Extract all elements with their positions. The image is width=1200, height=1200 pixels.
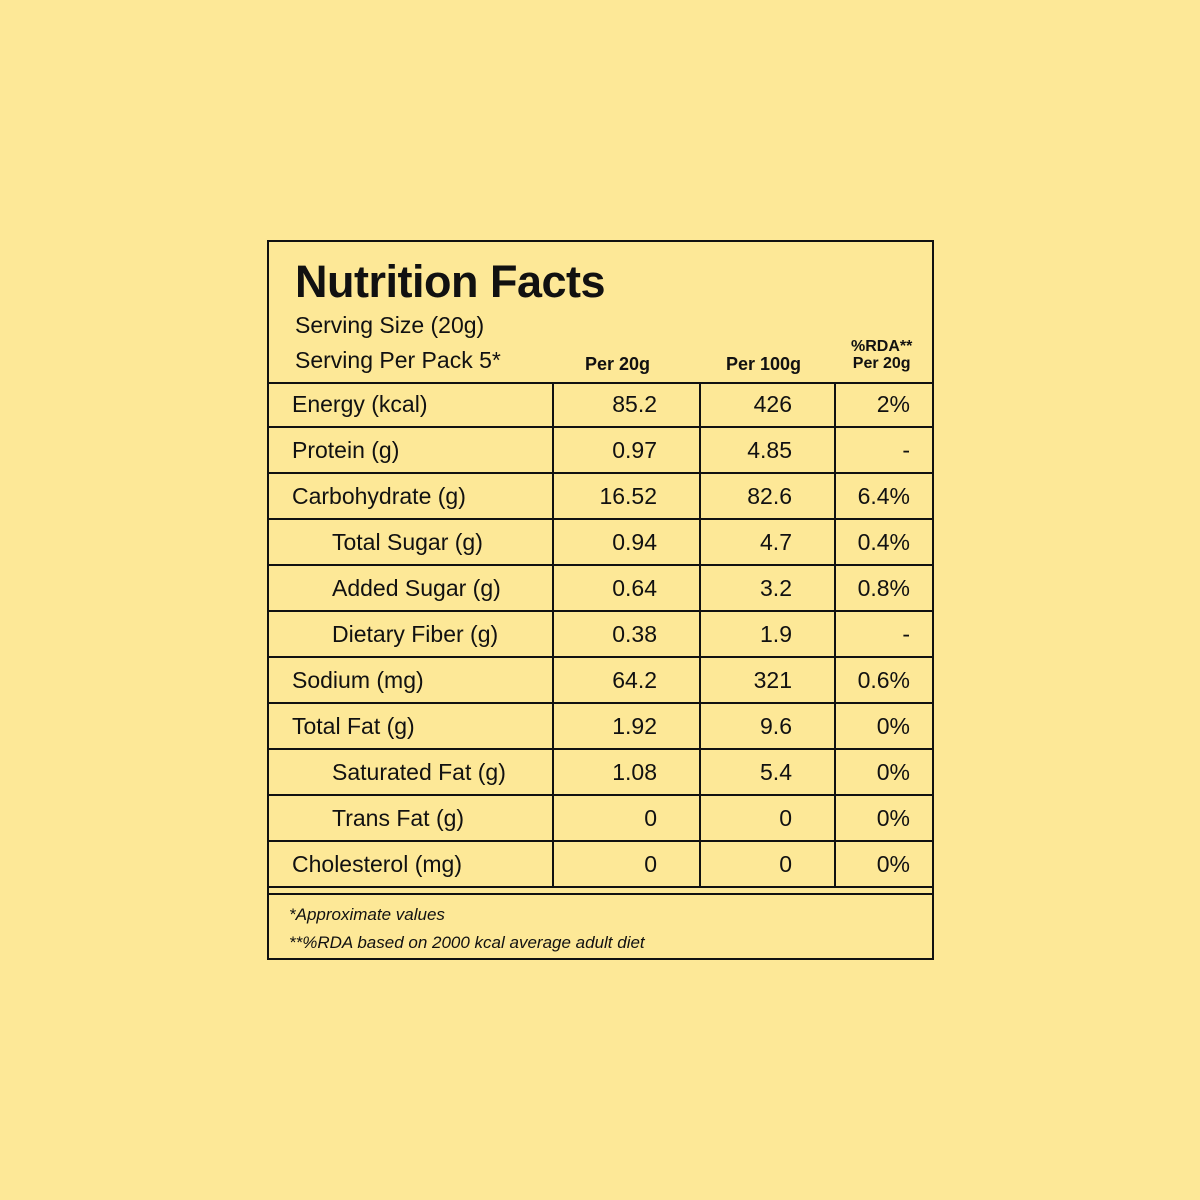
value-per-100g: 0 xyxy=(699,840,836,888)
nutrient-name: Trans Fat (g) xyxy=(269,794,554,842)
nutrient-name: Added Sugar (g) xyxy=(269,564,554,612)
value-per-100g: 0 xyxy=(699,794,836,842)
value-per-20g: 0.64 xyxy=(552,564,701,612)
nutrient-name: Dietary Fiber (g) xyxy=(269,610,554,658)
nutrient-name: Total Sugar (g) xyxy=(269,518,554,566)
value-rda: 6.4% xyxy=(834,472,932,520)
value-rda: 0.4% xyxy=(834,518,932,566)
value-rda: 0% xyxy=(834,702,932,750)
table-row: Energy (kcal) 85.2 426 2% xyxy=(269,382,932,428)
label-title: Nutrition Facts xyxy=(295,256,606,307)
value-rda: 0% xyxy=(834,794,932,842)
value-rda: - xyxy=(834,426,932,474)
value-rda: 0.8% xyxy=(834,564,932,612)
value-per-20g: 1.92 xyxy=(552,702,701,750)
table-row: Cholesterol (mg) 0 0 0% xyxy=(269,840,932,888)
table-row: Total Sugar (g) 0.94 4.7 0.4% xyxy=(269,518,932,566)
value-per-20g: 0 xyxy=(552,840,701,888)
nutrition-table-body: Energy (kcal) 85.2 426 2% Protein (g) 0.97 4.8… xyxy=(269,382,932,888)
value-per-100g: 426 xyxy=(699,382,836,428)
value-per-20g: 1.08 xyxy=(552,748,701,796)
table-row: Trans Fat (g) 0 0 0% xyxy=(269,794,932,842)
value-rda: 0.6% xyxy=(834,656,932,704)
value-per-100g: 4.7 xyxy=(699,518,836,566)
value-per-100g: 9.6 xyxy=(699,702,836,750)
value-per-20g: 0.38 xyxy=(552,610,701,658)
value-rda: 2% xyxy=(834,382,932,428)
column-header-rda-line2: Per 20g xyxy=(852,355,911,372)
serving-per-pack: Serving Per Pack 5* xyxy=(295,347,501,373)
nutrient-name: Energy (kcal) xyxy=(269,382,554,428)
nutrient-name: Sodium (mg) xyxy=(269,656,554,704)
label-header: Nutrition Facts Serving Size (20g) Servi… xyxy=(269,242,932,384)
value-per-20g: 64.2 xyxy=(552,656,701,704)
value-per-20g: 0.94 xyxy=(552,518,701,566)
column-header-rda: %RDA** Per 20g xyxy=(851,338,912,372)
column-header-rda-line1: %RDA** xyxy=(851,338,913,355)
table-row: Added Sugar (g) 0.64 3.2 0.8% xyxy=(269,564,932,612)
value-per-20g: 16.52 xyxy=(552,472,701,520)
value-rda: 0% xyxy=(834,748,932,796)
value-per-100g: 4.85 xyxy=(699,426,836,474)
table-row: Total Fat (g) 1.92 9.6 0% xyxy=(269,702,932,750)
value-per-20g: 0.97 xyxy=(552,426,701,474)
table-row: Dietary Fiber (g) 0.38 1.9- xyxy=(269,610,932,658)
value-per-100g: 5.4 xyxy=(699,748,836,796)
value-per-100g: 321 xyxy=(699,656,836,704)
nutrition-table: Energy (kcal) 85.2 426 2% Protein (g) 0.97 4.8… xyxy=(269,382,932,888)
nutrient-name: Protein (g) xyxy=(269,426,554,474)
value-per-20g: 0 xyxy=(552,794,701,842)
table-row: Saturated Fat (g) 1.08 5.4 0% xyxy=(269,748,932,796)
serving-size: Serving Size (20g) xyxy=(295,312,485,338)
value-per-100g: 3.2 xyxy=(699,564,836,612)
label-footer: *Approximate values **%RDA based on 2000… xyxy=(269,893,932,958)
column-header-per-100g: Per 100g xyxy=(726,354,802,374)
nutrition-facts-label: Nutrition Facts Serving Size (20g) Servi… xyxy=(267,240,934,960)
footnote-rda: **%RDA based on 2000 kcal average adult … xyxy=(289,933,645,952)
table-row: Sodium (mg) 64.2 321 0.6% xyxy=(269,656,932,704)
value-rda: - xyxy=(834,610,932,658)
nutrient-name: Saturated Fat (g) xyxy=(269,748,554,796)
value-per-20g: 85.2 xyxy=(552,382,701,428)
footnote-approximate: *Approximate values xyxy=(289,905,445,924)
nutrient-name: Total Fat (g) xyxy=(269,702,554,750)
nutrient-name: Carbohydrate (g) xyxy=(269,472,554,520)
table-row: Protein (g) 0.97 4.85- xyxy=(269,426,932,474)
value-rda: 0% xyxy=(834,840,932,888)
value-per-100g: 1.9 xyxy=(699,610,836,658)
table-row: Carbohydrate (g) 16.52 82.6 6.4% xyxy=(269,472,932,520)
column-header-per-20g: Per 20g xyxy=(585,354,651,374)
value-per-100g: 82.6 xyxy=(699,472,836,520)
nutrient-name: Cholesterol (mg) xyxy=(269,840,554,888)
